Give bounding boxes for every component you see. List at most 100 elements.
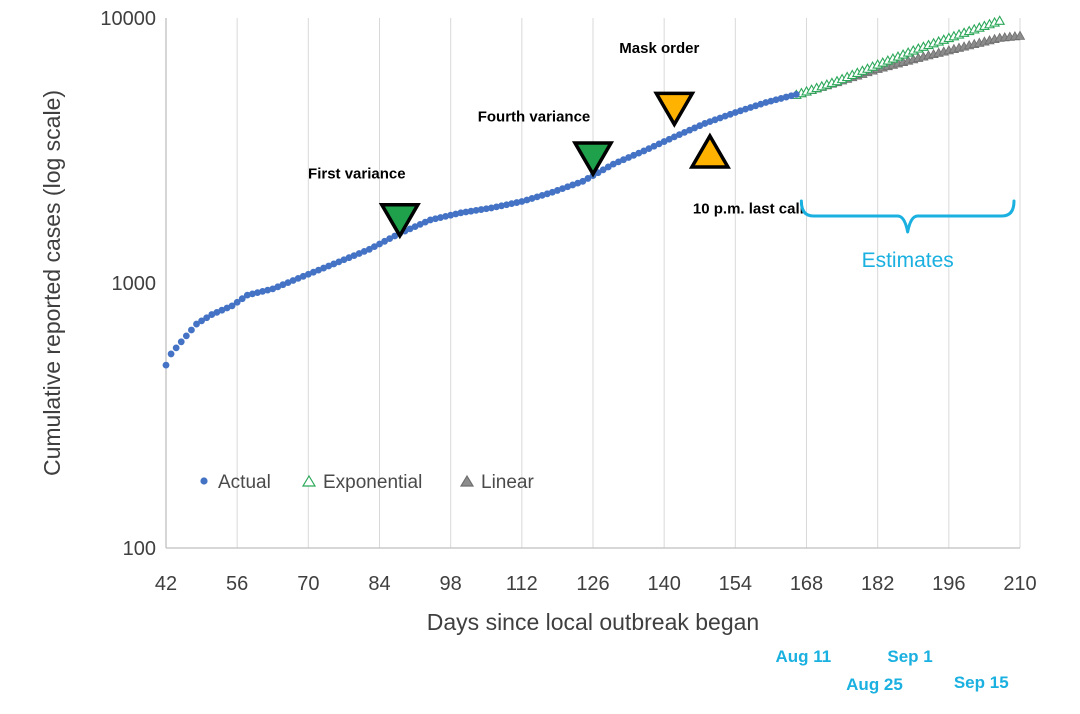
data-point-actual	[421, 218, 429, 226]
data-point-actual	[665, 135, 673, 143]
data-point-linear	[1014, 30, 1026, 40]
data-point-actual	[208, 311, 216, 318]
data-point-actual	[676, 131, 683, 139]
data-point-actual	[330, 260, 338, 268]
annotation-marker	[571, 141, 615, 178]
data-point-actual	[386, 235, 394, 243]
data-point-actual	[767, 97, 775, 105]
data-point-actual	[787, 92, 795, 100]
x-tick-label: 168	[790, 573, 823, 595]
annotation-label: First variance	[308, 165, 406, 182]
data-point-actual	[635, 149, 643, 157]
data-point-actual	[198, 317, 205, 325]
data-point-actual	[487, 204, 495, 212]
data-point-actual	[640, 147, 648, 155]
data-point-actual	[625, 154, 632, 161]
data-point-actual	[411, 223, 419, 231]
data-point-actual	[508, 200, 516, 208]
data-point-actual	[432, 215, 439, 223]
data-point-actual	[243, 291, 251, 299]
annotations: First variance Fourth variance Mask order 1…	[308, 40, 804, 240]
legend-label-exponential: Exponential	[323, 472, 422, 493]
data-point-actual	[238, 295, 246, 303]
date-label: Sep 1	[887, 647, 932, 666]
data-point-actual	[584, 175, 592, 182]
x-tick-label: 182	[861, 573, 894, 595]
data-point-actual	[304, 270, 312, 278]
data-point-actual	[182, 332, 190, 340]
data-point-actual	[579, 177, 587, 185]
data-point-actual	[294, 274, 302, 282]
data-point-actual	[355, 250, 363, 257]
x-tick-label: 56	[226, 573, 248, 595]
data-point-actual	[167, 350, 175, 358]
data-point-actual	[264, 286, 272, 294]
date-label: Aug 11	[775, 647, 831, 666]
legend-label-linear: Linear	[481, 472, 534, 493]
data-point-actual	[609, 160, 617, 168]
data-point-actual	[452, 210, 460, 218]
x-tick-label: 140	[647, 573, 680, 595]
data-point-actual	[365, 245, 373, 253]
data-point-actual	[289, 277, 297, 284]
data-point-actual	[203, 314, 211, 322]
data-point-actual	[193, 320, 200, 328]
data-point-actual	[670, 133, 678, 141]
legend-label-actual: Actual	[218, 472, 271, 493]
y-axis-title: Cumulative reported cases (log scale)	[39, 90, 65, 476]
data-point-actual	[320, 264, 327, 272]
series-actual	[162, 90, 800, 369]
data-point-actual	[177, 338, 185, 346]
data-point-actual	[655, 140, 663, 148]
annotation-marker	[378, 203, 421, 240]
data-point-actual	[259, 287, 266, 295]
data-point-actual	[681, 128, 688, 136]
data-point-actual	[371, 243, 378, 251]
data-point-actual	[772, 96, 780, 104]
data-point-actual	[442, 212, 449, 220]
data-point-actual	[233, 298, 241, 306]
data-point-actual	[315, 266, 322, 274]
estimates-brace	[799, 199, 1016, 234]
data-point-actual	[325, 262, 333, 270]
data-point-actual	[218, 306, 226, 314]
annotation-label: 10 p.m. last call	[693, 200, 804, 217]
data-point-actual	[777, 95, 785, 102]
y-tick-label: 1000	[112, 273, 157, 295]
data-point-actual	[223, 304, 231, 312]
data-point-actual	[467, 207, 475, 215]
x-tick-label: 70	[297, 573, 319, 595]
date-labels: Aug 11 Aug 25 Sep 1 Sep 15	[775, 647, 1008, 694]
data-point-actual	[792, 90, 800, 98]
data-point-actual	[782, 93, 790, 101]
data-point-actual	[615, 158, 622, 166]
data-point-actual	[228, 302, 236, 310]
series-exponential	[790, 15, 1006, 99]
data-point-actual	[437, 214, 444, 221]
data-point-actual	[284, 279, 292, 286]
data-point-actual	[599, 166, 607, 174]
y-tick-labels: 100 1000 10000	[100, 8, 156, 560]
data-point-actual	[472, 206, 480, 214]
data-point-actual	[188, 326, 195, 334]
data-point-actual	[335, 258, 343, 266]
x-axis-title: Days since local outbreak began	[427, 609, 759, 635]
legend-marker-linear	[459, 474, 475, 487]
annotation-label: Fourth variance	[478, 109, 591, 126]
data-point-actual	[416, 220, 424, 228]
data-point-actual	[340, 256, 348, 264]
data-point-actual	[503, 201, 510, 209]
x-tick-label: 98	[440, 573, 462, 595]
data-point-actual	[274, 283, 282, 291]
data-point-actual	[350, 252, 358, 259]
data-point-actual	[345, 254, 353, 262]
legend-marker-exponential	[301, 474, 317, 487]
x-tick-label: 154	[719, 573, 752, 595]
data-point-actual	[650, 142, 658, 150]
data-point-actual	[447, 211, 455, 219]
data-point-actual	[498, 202, 505, 210]
x-tick-label: 112	[506, 573, 538, 595]
data-point-actual	[620, 156, 627, 164]
annotation-marker	[688, 132, 731, 169]
